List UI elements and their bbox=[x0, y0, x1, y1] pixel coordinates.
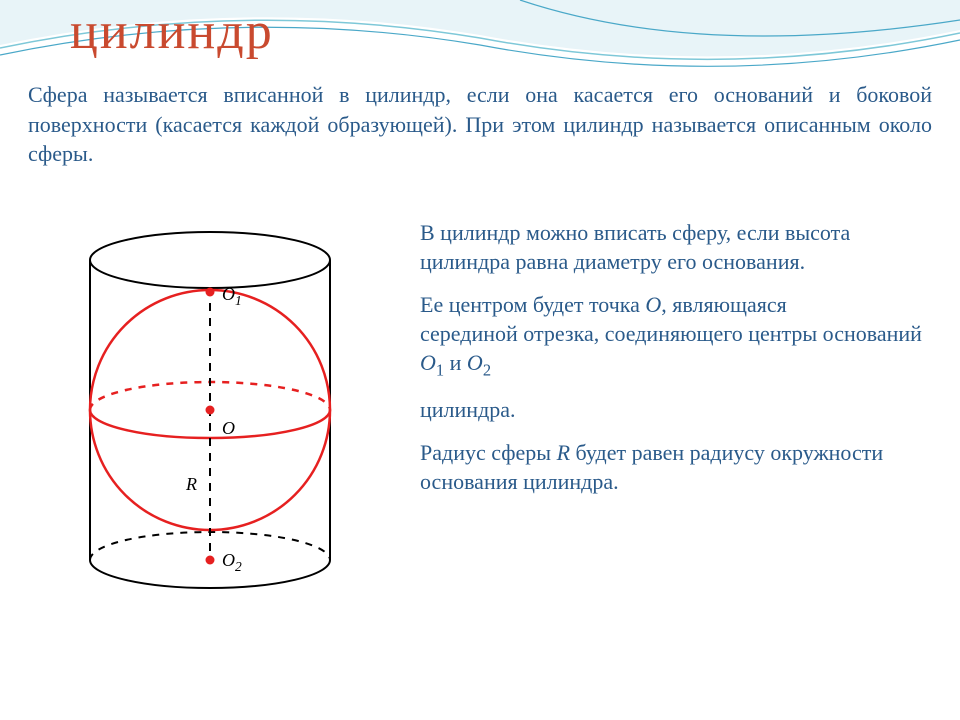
intro-paragraph: Сфера называется вписанной в цилиндр, ес… bbox=[28, 80, 932, 169]
point-o bbox=[206, 406, 215, 415]
label-o: O bbox=[222, 418, 235, 438]
right-p4: Радиус сферы R будет равен радиусу окруж… bbox=[420, 438, 930, 496]
right-p2: Ее центром будет точка O, являющаясясере… bbox=[420, 290, 930, 381]
right-p1: В цилиндр можно вписать сферу, если высо… bbox=[420, 218, 930, 276]
right-text-block: В цилиндр можно вписать сферу, если высо… bbox=[420, 218, 930, 510]
label-r: R bbox=[185, 474, 197, 494]
cylinder-top-front bbox=[90, 260, 330, 288]
diagram: O1 O O2 R bbox=[40, 220, 380, 620]
point-o1 bbox=[206, 288, 215, 297]
point-o2 bbox=[206, 556, 215, 565]
cylinder-top-back bbox=[90, 232, 330, 260]
page-title: цилиндр bbox=[70, 2, 274, 61]
right-p3: цилиндра. bbox=[420, 395, 930, 424]
label-o2: O2 bbox=[222, 550, 242, 574]
